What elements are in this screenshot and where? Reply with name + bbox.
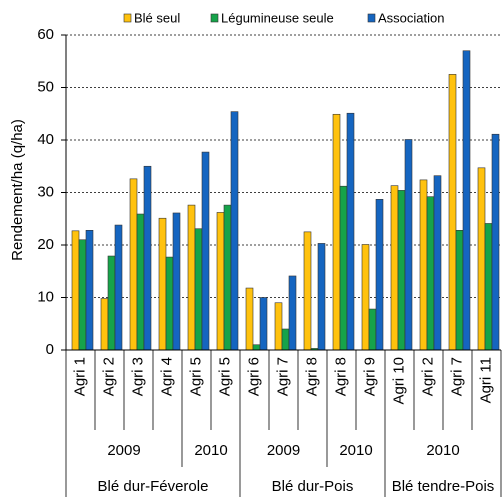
bar: [187, 204, 196, 351]
y-tick-label: 0: [46, 341, 54, 358]
bar: [107, 255, 116, 351]
legend-label: Association: [378, 10, 444, 25]
y-tick-label: 30: [37, 183, 54, 200]
legend-swatch: [210, 13, 219, 23]
bar: [462, 50, 471, 351]
bar: [129, 178, 138, 351]
y-tick-label: 60: [37, 26, 54, 43]
bar: [252, 344, 261, 351]
x-tick-label: Agri 5: [216, 357, 233, 396]
year-label: 2009: [267, 442, 300, 459]
bar: [361, 244, 370, 351]
group-label: Blé dur-Féverole: [98, 478, 209, 495]
x-tick-label: Agri 8: [332, 357, 349, 396]
bar: [433, 175, 442, 351]
bar: [288, 275, 297, 351]
bar: [201, 151, 210, 351]
x-tick-label: Agri 10: [390, 357, 407, 405]
bar: [426, 196, 435, 351]
y-tick-label: 40: [37, 131, 54, 148]
x-tick-label: Agri 8: [303, 357, 320, 396]
bar: [303, 231, 312, 351]
bar: [165, 256, 174, 351]
bar: [491, 133, 500, 351]
bar: [100, 298, 109, 351]
bar: [375, 199, 384, 351]
y-tick-label: 20: [37, 236, 54, 253]
legend-label: Blé seul: [134, 10, 180, 25]
bar: [390, 185, 399, 351]
bar: [477, 167, 486, 351]
bar: [419, 179, 428, 351]
bar: [245, 287, 254, 351]
bar: [448, 74, 457, 351]
y-axis-label: Rendement/ha (q/ha): [9, 119, 26, 261]
bar: [223, 204, 232, 351]
bar: [368, 308, 377, 351]
legend-swatch: [123, 13, 132, 23]
bar: [455, 230, 464, 351]
legend-label: Légumineuse seule: [221, 10, 334, 25]
bar: [136, 213, 145, 351]
year-label: 2010: [426, 442, 459, 459]
x-tick-label: Agri 3: [129, 357, 146, 396]
x-tick-label: Agri 9: [361, 357, 378, 396]
bar: [143, 165, 152, 351]
bar: [230, 111, 239, 351]
bar: [259, 297, 268, 351]
x-tick-label: Agri 4: [158, 357, 175, 396]
y-tick-label: 10: [37, 288, 54, 305]
bar: [397, 190, 406, 351]
bar: [194, 228, 203, 351]
x-tick-label: Agri 5: [187, 357, 204, 396]
y-tick-label: 50: [37, 78, 54, 95]
year-label: 2009: [107, 442, 140, 459]
bar: [346, 112, 355, 351]
bar: [404, 139, 413, 351]
x-tick-label: Agri 11: [477, 357, 494, 403]
x-tick-label: Agri 7: [274, 357, 291, 396]
bar: [317, 243, 326, 351]
bar: [158, 217, 167, 351]
bar: [484, 223, 493, 351]
bar: [216, 212, 225, 351]
group-label: Blé tendre-Pois: [392, 478, 495, 495]
group-label: Blé dur-Pois: [272, 478, 354, 495]
x-tick-label: Agri 1: [71, 357, 88, 396]
bar: [85, 230, 94, 351]
bar: [281, 328, 290, 351]
x-tick-label: Agri 6: [245, 357, 262, 396]
legend-swatch: [367, 13, 376, 23]
x-tick-label: Agri 7: [448, 357, 465, 396]
x-tick-label: Agri 2: [419, 357, 436, 396]
bar: [71, 230, 80, 351]
x-tick-label: Agri 2: [100, 357, 117, 396]
year-label: 2010: [339, 442, 372, 459]
year-label: 2010: [194, 442, 227, 459]
bar: [332, 113, 341, 351]
bar: [274, 302, 283, 351]
bar: [114, 224, 123, 351]
bar: [339, 185, 348, 351]
bar: [78, 239, 87, 351]
bar: [172, 212, 181, 351]
